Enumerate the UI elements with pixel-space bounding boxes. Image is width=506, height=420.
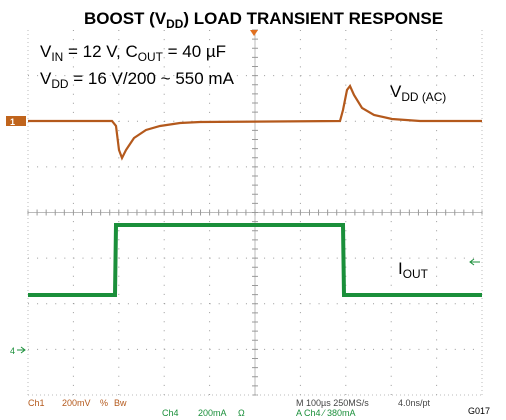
trace-label: VDD (AC) <box>390 82 446 104</box>
trace-label: IOUT <box>398 259 428 281</box>
ch1-bw: Bw <box>114 398 127 408</box>
text-part: V <box>390 82 402 101</box>
text-part: = 40 µF <box>163 42 226 61</box>
ch4-arrow <box>17 346 26 354</box>
ch1-name: Ch1 <box>28 398 45 408</box>
subscript: DD <box>166 17 184 31</box>
ch4-marker: 4 <box>10 346 15 356</box>
subscript: OUT <box>403 267 428 281</box>
trigger: A Ch4 ⁄ 380mA <box>296 408 356 418</box>
ch1-coupling: % <box>100 398 108 408</box>
text-part: BOOST (V <box>84 9 167 28</box>
subscript: OUT <box>138 50 163 64</box>
ch1-marker-box <box>6 116 26 126</box>
ch1-marker: 1 <box>10 117 15 127</box>
subscript: DD (AC) <box>401 90 446 104</box>
ch4-coupling: Ω <box>238 408 245 418</box>
ch4-scale: 200mA <box>198 408 227 418</box>
text-part: V <box>40 42 52 61</box>
text-part: I <box>398 259 403 278</box>
ch4-trace <box>28 223 482 297</box>
graticule <box>27 29 483 396</box>
ch1-trace <box>28 83 482 161</box>
subscript: DD <box>51 77 69 91</box>
annotation: VDD = 16 V/200 ~ 550 mA <box>40 69 235 91</box>
subscript: IN <box>51 50 63 64</box>
trigger-position <box>250 30 258 36</box>
text-part: = 16 V/200 ~ 550 mA <box>69 69 235 88</box>
ch1-scale: 200mV <box>62 398 91 408</box>
trigger-level <box>469 258 480 266</box>
timebase: M 100µs 250MS/s <box>296 398 369 408</box>
text-part: V <box>40 69 52 88</box>
annotation: VIN = 12 V, COUT = 40 µF <box>40 42 226 64</box>
resolution: 4.0ns/pt <box>398 398 431 408</box>
title: BOOST (VDD) LOAD TRANSIENT RESPONSE <box>84 9 443 31</box>
ch4-name: Ch4 <box>162 408 179 418</box>
text-part: ) LOAD TRANSIENT RESPONSE <box>183 9 443 28</box>
text-part: = 12 V, C <box>63 42 138 61</box>
figure-id: G017 <box>468 406 490 416</box>
